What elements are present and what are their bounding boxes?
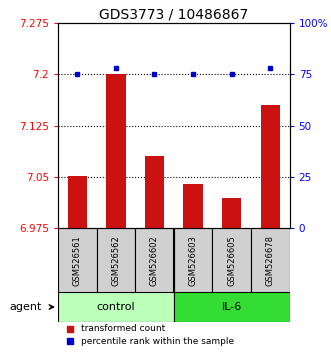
Text: IL-6: IL-6: [221, 302, 242, 312]
Text: control: control: [97, 302, 135, 312]
Bar: [106, 74, 125, 228]
Bar: [174, 292, 290, 322]
Text: GSM526602: GSM526602: [150, 235, 159, 286]
Text: transformed count: transformed count: [81, 324, 166, 333]
Bar: [183, 184, 203, 228]
Text: percentile rank within the sample: percentile rank within the sample: [81, 337, 234, 346]
Bar: [251, 228, 290, 292]
Text: GSM526678: GSM526678: [266, 235, 275, 286]
Bar: [135, 228, 174, 292]
Bar: [58, 292, 174, 322]
Bar: [260, 105, 280, 228]
Bar: [174, 228, 213, 292]
Text: GSM526562: GSM526562: [111, 235, 120, 286]
Bar: [97, 228, 135, 292]
Bar: [145, 156, 164, 228]
Title: GDS3773 / 10486867: GDS3773 / 10486867: [99, 8, 248, 22]
Text: GSM526603: GSM526603: [189, 235, 198, 286]
Text: agent: agent: [9, 302, 42, 312]
Bar: [68, 176, 87, 228]
Bar: [58, 228, 97, 292]
Bar: [213, 228, 251, 292]
Text: GSM526605: GSM526605: [227, 235, 236, 286]
Bar: [222, 198, 241, 228]
Text: GSM526561: GSM526561: [73, 235, 82, 286]
